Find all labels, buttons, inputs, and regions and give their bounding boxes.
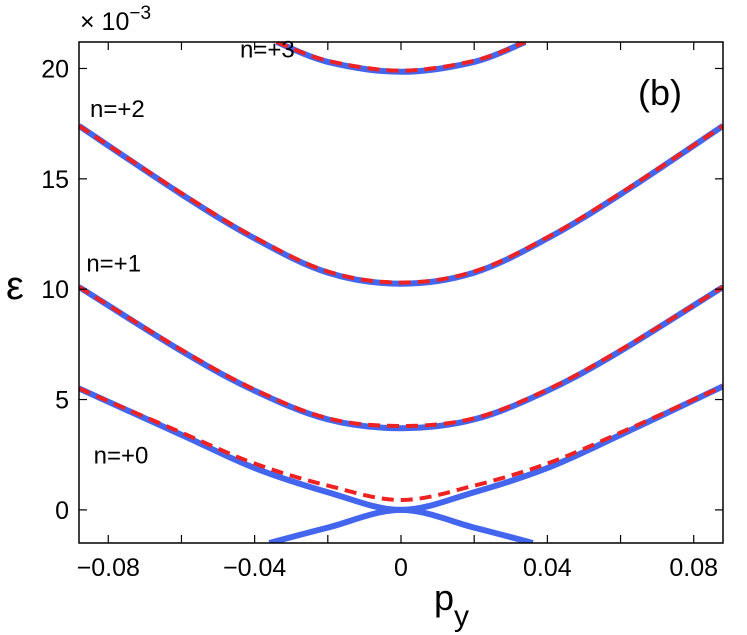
x-tick-label: 0.08	[669, 554, 718, 582]
y-tick-label: 20	[41, 55, 69, 83]
ticks-layer: −0.08 −0.04 0 0.04 0.08 0 5 10 15 20	[41, 42, 723, 582]
dashed-series-n-0	[79, 384, 723, 503]
x-axis-label-subscript: y	[454, 600, 469, 633]
y-axis-label: ε	[6, 264, 24, 308]
dashed-series-n-1	[79, 285, 723, 429]
band-annotation: n=+3	[240, 36, 295, 63]
y-tick-label: 0	[55, 497, 69, 525]
band-annotation: n=+1	[86, 251, 141, 278]
y-multiplier: × 10−3	[80, 3, 151, 36]
solid-series-n-0-lower	[268, 506, 534, 543]
x-tick-label: 0.04	[523, 554, 572, 582]
panel-label: (b)	[638, 72, 682, 113]
series-layer	[79, 42, 723, 543]
annotation-layer: n=+3 n=+2 n=+1 n=+0	[86, 36, 294, 469]
dashed-series-n-3	[275, 42, 527, 73]
y-multiplier-exponent: −3	[129, 3, 151, 24]
y-tick-label: 5	[55, 387, 69, 415]
x-tick-label: −0.08	[77, 554, 140, 582]
band-annotation: n=+0	[94, 443, 149, 470]
y-tick-label: 10	[41, 276, 69, 304]
plot-background	[79, 42, 723, 543]
dashed-series-n-2	[79, 124, 723, 285]
y-tick-label: 15	[41, 166, 69, 194]
x-axis-label: py	[434, 577, 469, 633]
x-tick-label: 0	[394, 554, 408, 582]
x-tick-label: −0.04	[223, 554, 286, 582]
band-annotation: n=+2	[90, 96, 145, 123]
